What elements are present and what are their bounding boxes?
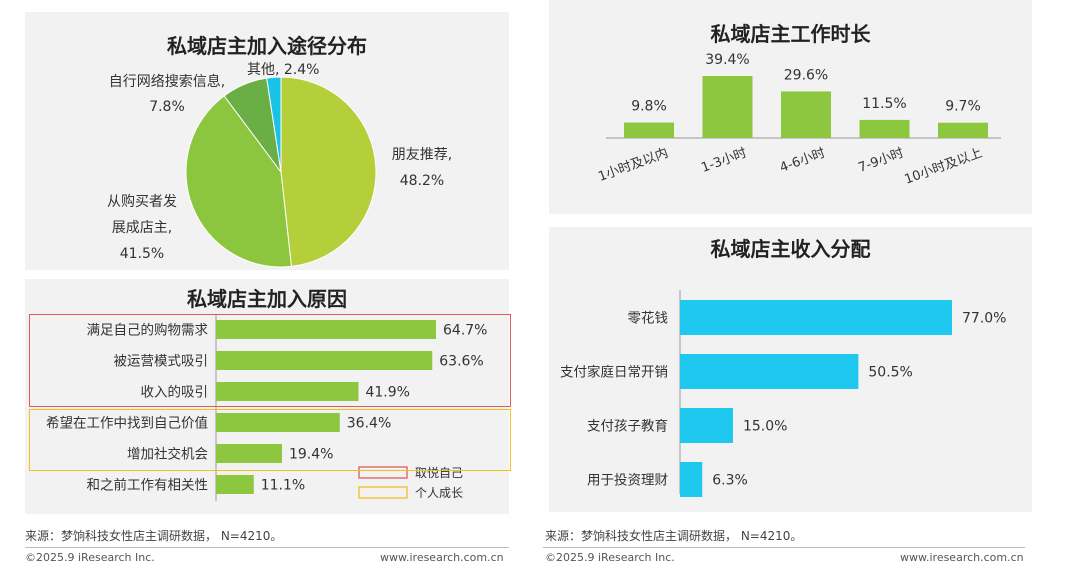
hours-title: 私域店主工作时长 — [710, 22, 871, 46]
right-website: www.iresearch.com.cn — [900, 551, 1024, 564]
reasons-value-label: 64.7% — [443, 323, 487, 339]
reasons-value-label: 36.4% — [347, 416, 391, 432]
hours-value-label: 29.6% — [784, 67, 828, 83]
income-value-label: 6.3% — [712, 473, 748, 489]
pie-slice — [185, 95, 292, 268]
hours-bar — [624, 122, 674, 138]
reasons-category-label: 和之前工作有相关性 — [87, 477, 209, 494]
right-source: 来源：梦饷科技女性店主调研数据， N=4210。 — [545, 529, 803, 543]
income-value-label: 50.5% — [868, 365, 912, 381]
pie-slice — [280, 76, 377, 267]
pie-label-friend-2: 48.2% — [400, 173, 444, 189]
income-category-label: 零花钱 — [628, 311, 669, 327]
reasons-category-label: 满足自己的购物需求 — [87, 323, 209, 339]
income-value-label: 77.0% — [962, 311, 1006, 327]
reasons-category-label: 希望在工作中找到自己价值 — [46, 416, 208, 432]
reasons-title: 私域店主加入原因 — [187, 287, 347, 311]
reasons-bar — [216, 351, 433, 370]
pie-label-search-2: 7.8% — [149, 99, 185, 115]
legend-group-red-box — [29, 314, 511, 407]
left-copyright: ©2025.9 iResearch Inc. — [25, 551, 155, 564]
reasons-bar — [216, 320, 436, 339]
hours-bar — [781, 91, 831, 138]
income-title: 私域店主收入分配 — [710, 237, 871, 261]
hours-panel: 私域店主工作时长 9.8% 1小时及以内 39.4% 1-3小时 29.6% 4-6小时 1… — [549, 0, 1032, 214]
pie-panel: 私域店主加入途径分布 其他, 2.4% 自行网络搜索信息, 7.8% 朋友推荐,… — [25, 12, 509, 270]
pie-label-buyer-3: 41.5% — [120, 246, 164, 262]
hours-value-label: 9.7% — [945, 99, 981, 115]
left-website: www.iresearch.com.cn — [380, 551, 504, 564]
reasons-category-label: 收入的吸引 — [141, 385, 209, 401]
pie-chart: 其他, 2.4% 自行网络搜索信息, 7.8% 朋友推荐, 48.2% 从购买者… — [107, 62, 452, 268]
hours-value-label: 11.5% — [862, 96, 906, 112]
hours-category-label: 4-6小时 — [778, 146, 828, 176]
pie-title: 私域店主加入途径分布 — [167, 34, 367, 58]
reasons-bar — [216, 475, 254, 494]
income-bar — [680, 408, 733, 443]
reasons-chart: 满足自己的购物需求 64.7% 被运营模式吸引 63.6% 收入的吸引 41.9% 希望在工… — [46, 314, 487, 501]
hours-bar — [859, 119, 910, 138]
reasons-value-label: 63.6% — [439, 354, 483, 370]
pie-label-search-1: 自行网络搜索信息, — [109, 73, 225, 90]
income-bar — [680, 354, 859, 389]
reasons-panel: 私域店主加入原因 满足自己的购物需求 64.7% 被运营模式吸引 63.6% 收入的吸引… — [25, 279, 509, 514]
hours-chart: 9.8% 1小时及以内 39.4% 1-3小时 29.6% 4-6小时 11.5% 7-9小时… — [596, 52, 1001, 188]
hours-category-label: 10小时及以上 — [903, 146, 985, 188]
income-bar — [680, 300, 952, 335]
hours-category-label: 1小时及以内 — [596, 145, 670, 185]
left-source: 来源：梦饷科技女性店主调研数据， N=4210。 — [25, 529, 283, 543]
reasons-legend-swatch — [358, 486, 408, 499]
hours-value-label: 9.8% — [631, 99, 667, 115]
hours-bar — [938, 122, 988, 138]
reasons-legend-label: 取悦自己 — [415, 466, 463, 480]
income-chart: 零花钱 77.0% 支付家庭日常开销 50.5% 支付孩子教育 15.0% 用于投资理财 6.… — [560, 290, 1006, 497]
income-panel: 私域店主收入分配 零花钱 77.0% 支付家庭日常开销 50.5% 支付孩子教育 15.0… — [549, 227, 1032, 512]
reasons-bar — [216, 413, 340, 432]
pie-label-buyer-2: 展成店主, — [112, 220, 172, 236]
reasons-category-label: 被运营模式吸引 — [114, 354, 209, 370]
reasons-bar — [216, 382, 359, 401]
pie-label-buyer-1: 从购买者发 — [107, 194, 177, 210]
hours-category-label: 1-3小时 — [699, 146, 749, 176]
income-category-label: 支付孩子教育 — [587, 419, 668, 435]
legend-group-yellow-box — [29, 409, 511, 471]
reasons-legend-swatch — [358, 466, 408, 479]
right-copyright: ©2025.9 iResearch Inc. — [545, 551, 675, 564]
income-bar — [680, 462, 703, 497]
reasons-bar — [216, 444, 282, 463]
right-footer-rule — [543, 547, 1025, 548]
hours-bar — [702, 76, 753, 138]
reasons-category-label: 增加社交机会 — [127, 446, 208, 463]
income-category-label: 用于投资理财 — [587, 473, 668, 489]
reasons-legend-label: 个人成长 — [415, 486, 463, 500]
income-category-label: 支付家庭日常开销 — [560, 364, 668, 381]
hours-category-label: 7-9小时 — [856, 146, 906, 176]
pie-slice — [266, 76, 282, 173]
left-footer-rule — [25, 547, 509, 548]
pie-label-other: 其他, 2.4% — [247, 62, 319, 78]
hours-value-label: 39.4% — [705, 52, 749, 68]
reasons-value-label: 11.1% — [261, 478, 305, 494]
reasons-value-label: 41.9% — [365, 385, 409, 401]
pie-label-friend-1: 朋友推荐, — [392, 147, 452, 163]
reasons-value-label: 19.4% — [289, 447, 333, 463]
income-value-label: 15.0% — [743, 419, 787, 435]
